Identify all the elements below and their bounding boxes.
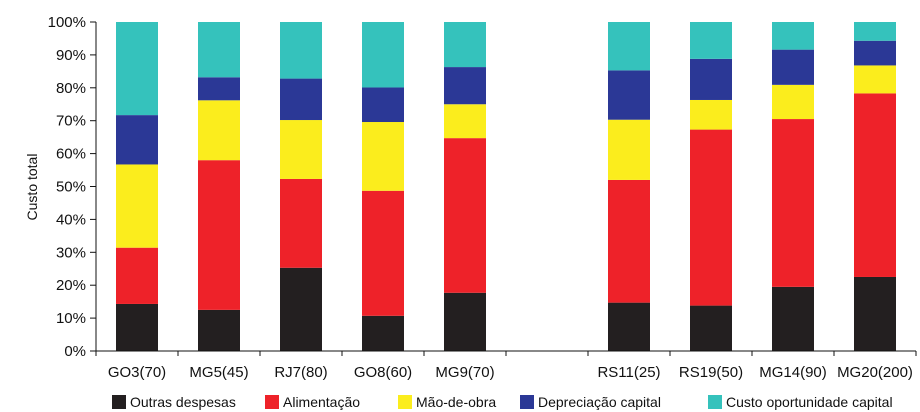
bar-segment (772, 49, 814, 85)
bar-segment (198, 22, 240, 78)
bar-segment (280, 178, 322, 268)
bar-segment (608, 70, 650, 120)
bar-segment (772, 84, 814, 120)
legend-swatch (112, 395, 126, 409)
bar-segment (608, 119, 650, 180)
bar-segment (690, 22, 732, 59)
bar-segment (854, 40, 896, 66)
bar-segment (854, 22, 896, 41)
bar-segment (444, 138, 486, 293)
x-tick-label: MG5(45) (189, 364, 248, 381)
bar-segment (116, 303, 158, 351)
bar-segment (280, 120, 322, 179)
bar-segment (362, 190, 404, 316)
legend-item: Mão-de-obra (398, 394, 496, 410)
legend: Outras despesas Alimentação Mão-de-obra Dep… (112, 394, 912, 412)
legend-item: Custo oportunidade capital (708, 394, 893, 410)
legend-item: Alimentação (265, 394, 360, 410)
bar-segment (116, 115, 158, 165)
legend-swatch (398, 395, 412, 409)
bar-segment (116, 247, 158, 304)
x-tick-label: MG20(200) (837, 364, 913, 381)
y-axis-label: Custo total (24, 154, 40, 221)
bar-segment (772, 119, 814, 287)
y-tick-label: 100% (48, 14, 86, 31)
x-tick-label: MG9(70) (435, 364, 494, 381)
bar-segment (444, 67, 486, 105)
x-tick-label: RS19(50) (679, 364, 743, 381)
y-tick-label: 30% (56, 244, 86, 261)
bar-segment (116, 164, 158, 248)
legend-label: Depreciação capital (538, 394, 661, 410)
y-tick-label: 60% (56, 146, 86, 163)
y-tick-label: 0% (64, 343, 86, 360)
legend-item: Outras despesas (112, 394, 236, 410)
bar-segment (608, 22, 650, 71)
bar-segment (854, 276, 896, 351)
legend-swatch (265, 395, 279, 409)
legend-item: Depreciação capital (520, 394, 661, 410)
bar-segment (854, 65, 896, 94)
legend-label: Outras despesas (130, 394, 236, 410)
bar-segment (198, 100, 240, 161)
bar-segment (608, 179, 650, 303)
bar-segment (280, 78, 322, 121)
bar-segment (444, 104, 486, 139)
bar-segment (772, 286, 814, 351)
y-tick-label: 40% (56, 211, 86, 228)
bar-segment (444, 22, 486, 68)
y-tick-label: 70% (56, 113, 86, 130)
bar-segment (444, 292, 486, 351)
x-tick-label: GO3(70) (108, 364, 166, 381)
bar-segment (690, 305, 732, 351)
y-tick-label: 20% (56, 277, 86, 294)
bar-segment (362, 87, 404, 123)
legend-label: Mão-de-obra (416, 394, 497, 410)
bar-segment (198, 160, 240, 310)
legend-label: Alimentação (283, 394, 361, 410)
bar-segment (690, 99, 732, 130)
y-tick-label: 80% (56, 80, 86, 97)
bar-segment (198, 309, 240, 351)
bar-segment (690, 129, 732, 306)
x-tick-label: RS11(25) (597, 364, 660, 381)
bar-segment (854, 93, 896, 277)
legend-swatch (708, 395, 722, 409)
legend-swatch (520, 395, 534, 409)
legend-label: Custo oportunidade capital (726, 394, 893, 410)
x-tick-label: GO8(60) (354, 364, 412, 381)
bar-segment (198, 77, 240, 101)
bar-segment (280, 22, 322, 79)
bar-segment (362, 122, 404, 191)
bar-segment (280, 267, 322, 351)
bar-segment (116, 22, 158, 116)
plot-area: 0% 10% 20% 30% 40% 50% 60% 70% 80% 90% 100% GO3(70)… (48, 14, 917, 381)
y-tick-label: 50% (56, 179, 86, 196)
bar-segment (362, 22, 404, 88)
bar-segment (772, 22, 814, 50)
y-tick-label: 90% (56, 47, 86, 64)
bar-segment (362, 315, 404, 351)
y-tick-label: 10% (56, 310, 86, 327)
bar-segment (608, 302, 650, 351)
x-tick-label: MG14(90) (759, 364, 827, 381)
x-tick-label: RJ7(80) (274, 364, 327, 381)
bar-segment (690, 58, 732, 100)
